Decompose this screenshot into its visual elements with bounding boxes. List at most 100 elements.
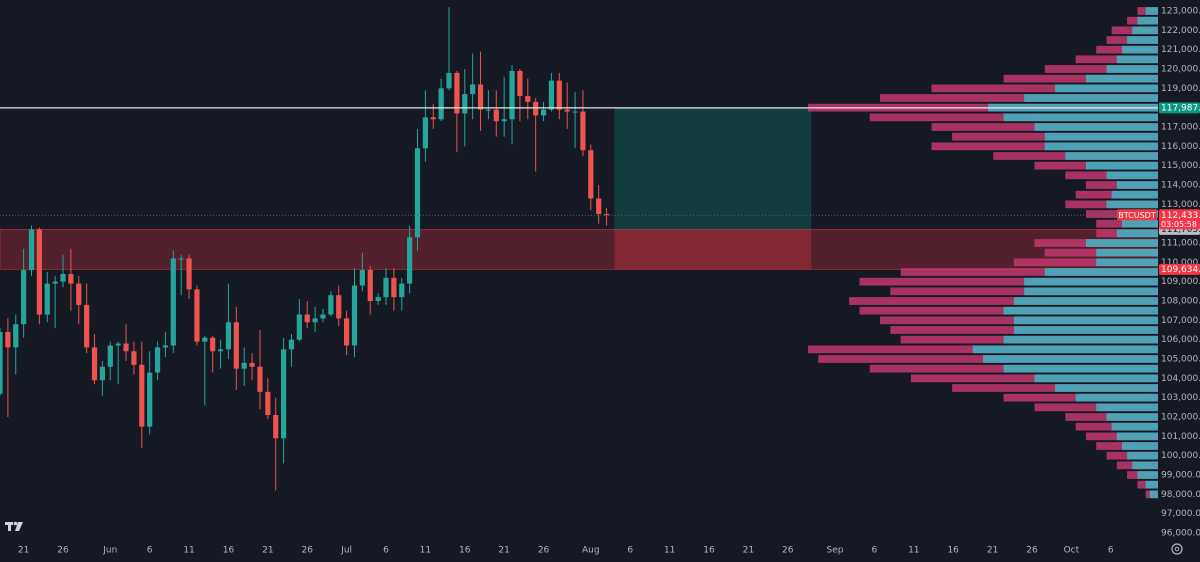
- x-tick-label: 11: [908, 546, 919, 556]
- candle-body: [154, 347, 161, 373]
- x-tick-label: 21: [498, 546, 509, 556]
- candle-body: [336, 295, 342, 319]
- profile-total-bar: [900, 268, 1158, 276]
- x-tick-label: 6: [147, 546, 153, 556]
- symbol-tag-bg: [1117, 209, 1157, 221]
- profile-up-bar: [1003, 113, 1158, 122]
- profile-up-bar: [1132, 26, 1158, 35]
- candle-body: [438, 88, 444, 120]
- profile-up-bar: [1044, 268, 1158, 276]
- candle-body: [68, 273, 74, 284]
- profile-up-bar: [1034, 374, 1158, 383]
- candle-body: [217, 349, 224, 352]
- candle-body: [485, 109, 492, 111]
- entry-price-tag: 111,705.79: [1161, 225, 1200, 235]
- candle-body: [273, 415, 279, 439]
- position-target-box: [614, 107, 812, 230]
- y-tick-label: 122,000.00: [1161, 26, 1200, 36]
- axes: 96,000.00 97,000.00 98,000.00 99,000.00 100,…: [18, 7, 1200, 556]
- candle-body: [186, 258, 192, 290]
- y-tick-label: 104,000.00: [1161, 374, 1200, 384]
- y-tick-label: 116,000.00: [1161, 142, 1200, 152]
- profile-up-bar: [1145, 7, 1158, 15]
- current-price-label: 112,433.11: [1161, 211, 1200, 221]
- profile-up-bar: [1121, 442, 1158, 450]
- stop-price-tag: 109,634.86: [1161, 265, 1200, 275]
- profile-up-bar: [1106, 200, 1158, 209]
- candle-body: [493, 109, 499, 122]
- price-axis: [1158, 0, 1200, 562]
- candle-body: [13, 324, 19, 348]
- target-price-tag: 117,987.78: [1161, 103, 1200, 113]
- candle-body: [288, 339, 295, 350]
- candle-body: [21, 270, 27, 325]
- y-tick-label: 99,000.00: [1161, 471, 1200, 481]
- profile-up-bar: [1003, 335, 1158, 344]
- y-tick-label: 98,000.00: [1161, 490, 1200, 500]
- profile-up-bar: [1013, 326, 1158, 334]
- candle-body: [454, 72, 460, 114]
- profile-up-bar: [1116, 55, 1158, 64]
- candle-body: [375, 297, 381, 302]
- profile-up-bar: [1013, 316, 1158, 325]
- candle-body: [312, 318, 318, 323]
- x-tick-label: 21: [18, 546, 29, 556]
- profile-total-bar: [859, 277, 1158, 286]
- candle-body: [407, 237, 413, 284]
- profile-up-bar: [1106, 171, 1158, 180]
- x-tick-label: 26: [782, 546, 794, 556]
- candle-body: [304, 314, 310, 323]
- candle-body: [399, 283, 405, 298]
- y-tick-label: 108,000.00: [1161, 297, 1200, 307]
- candle-body: [91, 347, 98, 381]
- candle-body: [241, 362, 247, 369]
- candle-body: [170, 258, 176, 346]
- candle-body: [178, 258, 184, 260]
- settings-icon[interactable]: [1171, 543, 1183, 555]
- x-tick-label: 26: [57, 546, 69, 556]
- x-tick-label: 11: [183, 546, 194, 556]
- candle-body: [5, 331, 11, 348]
- y-tick-label: 105,000.00: [1161, 355, 1200, 365]
- candle-body: [446, 72, 452, 89]
- candle-body: [225, 322, 232, 350]
- x-tick-label: 6: [627, 546, 633, 556]
- y-tick-label: 113,000.00: [1161, 200, 1200, 210]
- profile-up-bar: [1013, 297, 1158, 305]
- profile-total-bar: [931, 84, 1158, 93]
- x-tick-label: Aug: [582, 546, 600, 556]
- candle-body: [202, 337, 208, 342]
- candle-body: [351, 285, 358, 346]
- profile-up-bar: [1034, 123, 1158, 131]
- x-tick-label: 16: [459, 546, 471, 556]
- profile-up-bar: [1149, 490, 1158, 499]
- candle-body: [328, 295, 334, 315]
- profile-up-bar: [1106, 65, 1158, 73]
- y-tick-label: 111,000.00: [1161, 239, 1200, 249]
- x-tick-label: 16: [223, 546, 235, 556]
- support-zone: [0, 228, 1159, 270]
- candle-body: [194, 289, 200, 342]
- x-tick-label: Jul: [340, 546, 352, 556]
- candle-body: [84, 304, 90, 348]
- profile-up-bar: [1096, 248, 1158, 257]
- candle-body: [477, 84, 484, 110]
- x-tick-label: 6: [383, 546, 389, 556]
- candle-body: [383, 277, 389, 298]
- x-tick-label: 26: [1026, 546, 1038, 556]
- candle-body: [564, 109, 570, 112]
- profile-up-bar: [1055, 384, 1158, 392]
- y-tick-label: 109,000.00: [1161, 277, 1200, 287]
- candle-body: [115, 343, 121, 346]
- candle-body: [422, 117, 428, 149]
- candle-body: [525, 96, 531, 102]
- y-tick-label: 119,000.00: [1161, 84, 1200, 94]
- profile-total-bar: [1003, 74, 1158, 83]
- profile-up-bar: [1085, 74, 1158, 83]
- x-tick-label: 16: [947, 546, 959, 556]
- y-tick-label: 97,000.00: [1161, 509, 1200, 519]
- candle-body: [556, 80, 562, 110]
- stop-price-tag-bg: [1159, 263, 1200, 275]
